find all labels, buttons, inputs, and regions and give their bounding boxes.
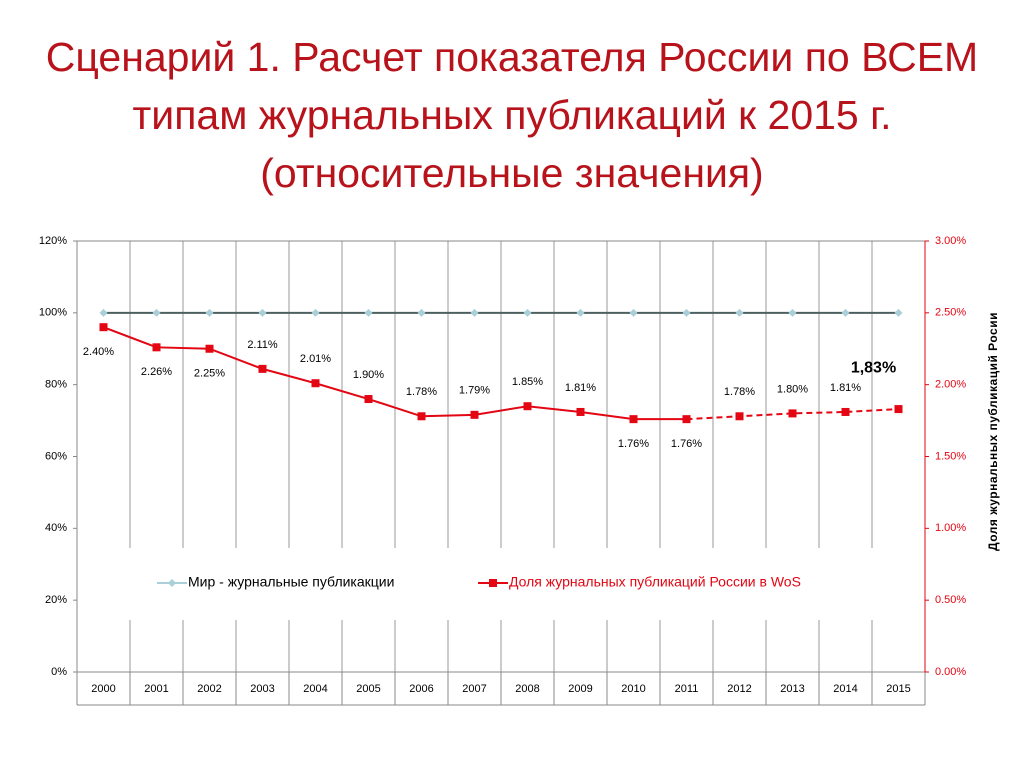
x-tick-label: 2005 [356, 683, 380, 695]
marker [311, 379, 320, 388]
data-label: 2.01% [300, 353, 331, 365]
x-tick-label: 2007 [462, 683, 486, 695]
marker [205, 308, 214, 317]
marker [894, 308, 903, 317]
legend-box [140, 548, 880, 620]
chart-title: Сценарий 1. Расчет показателя России по … [45, 34, 979, 196]
y-tick-label: 60% [45, 450, 67, 462]
y2-tick-label: 2.00% [935, 379, 966, 391]
marker [470, 410, 479, 419]
data-label: 1.76% [671, 438, 702, 450]
marker [523, 402, 532, 411]
data-label: 1.79% [459, 385, 490, 397]
data-label: 1.81% [830, 382, 861, 394]
marker [841, 407, 850, 416]
marker [205, 344, 214, 353]
y-tick-label: 20% [45, 594, 67, 606]
y-tick-label: 100% [39, 307, 67, 319]
data-label: 1.78% [724, 386, 755, 398]
data-label: 1.81% [565, 382, 596, 394]
x-tick-label: 2009 [568, 683, 592, 695]
x-tick-label: 2001 [144, 683, 168, 695]
y-tick-label: 80% [45, 379, 67, 391]
marker [841, 308, 850, 317]
data-label: 1.76% [618, 438, 649, 450]
marker [417, 308, 426, 317]
x-tick-label: 2003 [250, 683, 274, 695]
x-tick-label: 2015 [886, 683, 910, 695]
x-tick-label: 2012 [727, 683, 751, 695]
x-tick-label: 2013 [780, 683, 804, 695]
data-label: 2.26% [141, 366, 172, 378]
marker [258, 308, 267, 317]
y2-tick-label: 2.50% [935, 307, 966, 319]
y2-tick-label: 0.00% [935, 666, 966, 678]
marker [417, 412, 426, 421]
y2-tick-label: 1.50% [935, 450, 966, 462]
x-tick-label: 2002 [197, 683, 221, 695]
data-label: 2.11% [247, 339, 278, 351]
data-label: 2.40% [83, 346, 114, 358]
legend-label: Мир - журнальные публикакции [188, 574, 394, 590]
marker [152, 343, 161, 352]
marker [364, 395, 373, 404]
marker [682, 308, 691, 317]
marker [682, 415, 691, 424]
marker [735, 308, 744, 317]
marker [788, 308, 797, 317]
data-label: 1,83% [851, 359, 896, 376]
y-tick-label: 0% [51, 666, 67, 678]
y2-tick-label: 1.00% [935, 522, 966, 534]
data-label: 1.78% [406, 386, 437, 398]
legend-marker [489, 579, 497, 587]
series-line [686, 408, 899, 421]
marker [99, 308, 108, 317]
marker [99, 323, 108, 332]
marker [788, 409, 797, 418]
marker [523, 308, 532, 317]
marker [629, 308, 638, 317]
data-label: 1.85% [512, 376, 543, 388]
data-label: 2.25% [194, 368, 225, 380]
y-tick-label: 120% [39, 235, 67, 247]
x-tick-label: 2006 [409, 683, 433, 695]
y-tick-label: 40% [45, 522, 67, 534]
marker [576, 407, 585, 416]
marker [470, 308, 479, 317]
series-line [103, 326, 687, 421]
legend-label: Доля журнальных публикаций России в WoS [509, 574, 801, 590]
x-tick-label: 2008 [515, 683, 539, 695]
marker [576, 308, 585, 317]
y2-tick-label: 0.50% [935, 594, 966, 606]
x-tick-label: 2000 [91, 683, 115, 695]
marker [311, 308, 320, 317]
legend-marker [168, 579, 176, 587]
data-label: 1.90% [353, 369, 384, 381]
data-label: 1.80% [777, 383, 808, 395]
marker [894, 405, 903, 414]
marker [629, 415, 638, 424]
x-tick-label: 2014 [833, 683, 857, 695]
marker [152, 308, 161, 317]
y2-axis-title: Доля журнальных публикаций Росии [986, 312, 1000, 551]
marker [258, 364, 267, 373]
marker [364, 308, 373, 317]
x-tick-label: 2004 [303, 683, 327, 695]
y2-tick-label: 3.00% [935, 235, 966, 247]
x-tick-label: 2010 [621, 683, 645, 695]
marker [735, 412, 744, 421]
x-tick-label: 2011 [675, 683, 699, 695]
